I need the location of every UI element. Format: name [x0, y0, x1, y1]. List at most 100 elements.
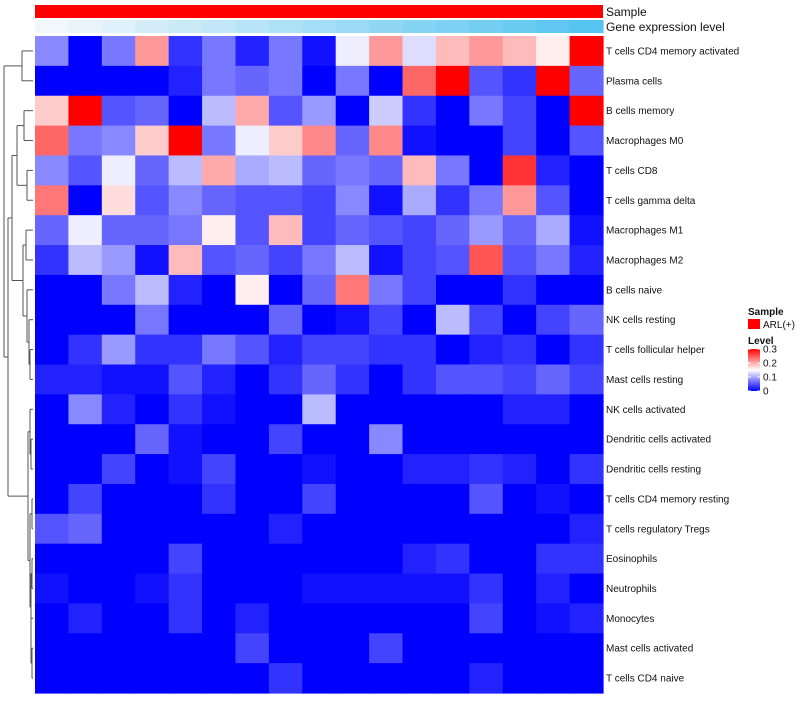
heatmap-cell	[369, 245, 404, 276]
heatmap-cell	[302, 424, 337, 455]
heatmap-cell	[402, 245, 437, 276]
heatmap-cell	[536, 274, 571, 306]
heatmap-cell	[35, 304, 70, 336]
heatmap-cell	[235, 364, 270, 395]
heatmap-cell	[101, 394, 136, 425]
heatmap-cell	[268, 65, 303, 97]
heatmap-cell	[335, 185, 370, 216]
heatmap-cell	[302, 215, 337, 246]
row-dendrogram	[3, 50, 33, 679]
heatmap-cell	[202, 364, 237, 395]
heatmap-cell	[101, 334, 136, 366]
gene-expression-annotation-cell	[569, 20, 604, 33]
heatmap-cell	[202, 304, 237, 336]
heatmap-cell	[335, 424, 370, 455]
heatmap-cell	[168, 543, 203, 575]
gene-expression-annotation-cell	[135, 20, 170, 33]
heatmap-cell	[135, 334, 170, 366]
heatmap-cell	[168, 215, 203, 246]
heatmap-cell	[135, 394, 170, 425]
heatmap-cell	[302, 573, 337, 605]
heatmap-cell	[168, 394, 203, 425]
heatmap-cell	[135, 513, 170, 545]
annotation-label-gene-expression: Gene expression level	[606, 20, 725, 34]
heatmap-cell	[168, 125, 203, 157]
heatmap-cell	[101, 543, 136, 575]
heatmap-cell	[68, 215, 103, 246]
gene-expression-annotation-cell	[35, 20, 70, 33]
row-label: Dendritic cells activated	[606, 435, 711, 446]
heatmap-cell	[101, 155, 136, 186]
heatmap-cell	[435, 543, 470, 575]
annotation-label-sample: Sample	[606, 5, 647, 19]
heatmap-cell	[469, 603, 504, 634]
heatmap-cell	[68, 633, 103, 664]
heatmap-cell	[369, 155, 404, 186]
heatmap-cell	[402, 483, 437, 515]
heatmap-cell	[335, 603, 370, 634]
heatmap-cell	[135, 603, 170, 634]
heatmap-cell	[469, 125, 504, 157]
row-label: T cells CD4 memory activated	[606, 46, 739, 57]
heatmap-cell	[469, 36, 504, 67]
heatmap-cell	[235, 543, 270, 575]
heatmap-cell	[235, 663, 270, 694]
heatmap-cell	[435, 274, 470, 306]
row-label: T cells CD4 memory resting	[606, 494, 729, 505]
heatmap-cell	[402, 633, 437, 664]
heatmap-cell	[135, 663, 170, 694]
heatmap-cell	[235, 155, 270, 186]
legend-tick-label: 0	[763, 387, 769, 398]
heatmap-cell	[335, 65, 370, 97]
heatmap-cell	[168, 364, 203, 395]
heatmap-cell	[268, 304, 303, 336]
heatmap-cell	[35, 185, 70, 216]
heatmap-cell	[268, 185, 303, 216]
heatmap-cell	[235, 573, 270, 605]
column-annotation-bars	[35, 5, 604, 33]
heatmap-cell	[536, 543, 571, 575]
heatmap-cell	[135, 543, 170, 575]
heatmap-cell	[35, 483, 70, 515]
heatmap-cell	[268, 513, 303, 545]
heatmap-cell	[469, 304, 504, 336]
heatmap-cell	[101, 483, 136, 515]
heatmap-cell	[435, 573, 470, 605]
heatmap-cell	[369, 454, 404, 485]
heatmap-cell	[68, 424, 103, 455]
heatmap-cell	[268, 36, 303, 67]
heatmap-cell	[369, 215, 404, 246]
heatmap-cell	[68, 125, 103, 157]
legend-level-title: Level	[748, 336, 774, 347]
heatmap-cell	[135, 424, 170, 455]
heatmap-cell	[35, 394, 70, 425]
legend-sample-swatch	[748, 319, 760, 329]
heatmap-cell	[369, 185, 404, 216]
heatmap-cell	[569, 633, 604, 664]
heatmap-cell	[569, 274, 604, 306]
heatmap-cell	[35, 36, 70, 67]
legend-level-ticks: 0.3 0.2 0.1 0	[748, 345, 777, 398]
heatmap-cell	[101, 95, 136, 127]
heatmap-cell	[302, 454, 337, 485]
heatmap-cell	[369, 95, 404, 127]
heatmap-cell	[369, 36, 404, 67]
heatmap-cell	[536, 573, 571, 605]
heatmap-cell	[369, 543, 404, 575]
heatmap-cell	[101, 215, 136, 246]
heatmap-cell	[536, 334, 571, 366]
heatmap-cell	[202, 245, 237, 276]
heatmap-cell	[302, 274, 337, 306]
heatmap-cell	[502, 543, 537, 575]
heatmap-cell	[435, 334, 470, 366]
heatmap-cell	[569, 603, 604, 634]
heatmap-cell	[369, 513, 404, 545]
heatmap-cell	[68, 603, 103, 634]
heatmap-cell	[68, 513, 103, 545]
heatmap-cell	[469, 483, 504, 515]
heatmap-cell	[235, 125, 270, 157]
legend: Sample ARL(+) Level 0.3 0.2 0.1 0	[748, 307, 795, 398]
gene-expression-annotation-cell	[235, 20, 270, 33]
heatmap-cell	[536, 454, 571, 485]
heatmap-cell	[68, 274, 103, 306]
